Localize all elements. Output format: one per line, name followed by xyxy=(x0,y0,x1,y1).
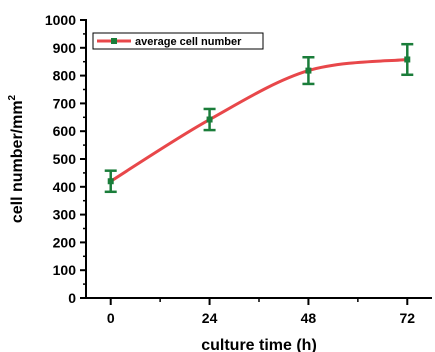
y-axis-title: cell number/mm2 xyxy=(7,94,26,223)
y-tick-label: 500 xyxy=(53,151,77,167)
y-axis-title-superscript: 2 xyxy=(7,94,18,100)
y-tick-label: 800 xyxy=(53,68,77,84)
y-tick-label: 900 xyxy=(53,40,77,56)
data-point-marker xyxy=(107,178,114,185)
y-axis-title-main: cell number/mm xyxy=(9,100,26,223)
x-tick-label: 24 xyxy=(202,310,218,326)
error-bar xyxy=(302,56,315,86)
y-tick-label: 100 xyxy=(53,262,77,278)
x-tick-label: 0 xyxy=(107,310,115,326)
y-tick-label: 1000 xyxy=(45,12,76,28)
legend-label: average cell number xyxy=(135,36,242,48)
axis-ticks: 0 100 200 300 400 500 600 700 800 900 1000 0 24 48 72 xyxy=(45,12,415,326)
x-axis-title: culture time (h) xyxy=(201,337,317,352)
y-tick-label: 700 xyxy=(53,95,77,111)
error-bar xyxy=(104,169,117,194)
y-tick-label: 300 xyxy=(53,207,77,223)
y-tick-label: 0 xyxy=(68,290,76,306)
x-tick-label: 48 xyxy=(301,310,317,326)
data-point-marker xyxy=(404,56,411,63)
y-tick-label: 400 xyxy=(53,179,77,195)
data-point-marker xyxy=(206,116,213,123)
error-bar xyxy=(203,107,216,132)
series-layer xyxy=(104,42,414,194)
legend-box xyxy=(92,32,264,50)
error-bar xyxy=(401,42,414,77)
legend: average cell number xyxy=(92,32,264,50)
data-point-marker xyxy=(305,67,312,74)
y-tick-label: 600 xyxy=(53,123,77,139)
x-tick-label: 72 xyxy=(399,310,415,326)
series-line xyxy=(109,57,408,183)
y-tick-label: 200 xyxy=(53,234,77,250)
legend-marker-swatch xyxy=(111,38,117,44)
